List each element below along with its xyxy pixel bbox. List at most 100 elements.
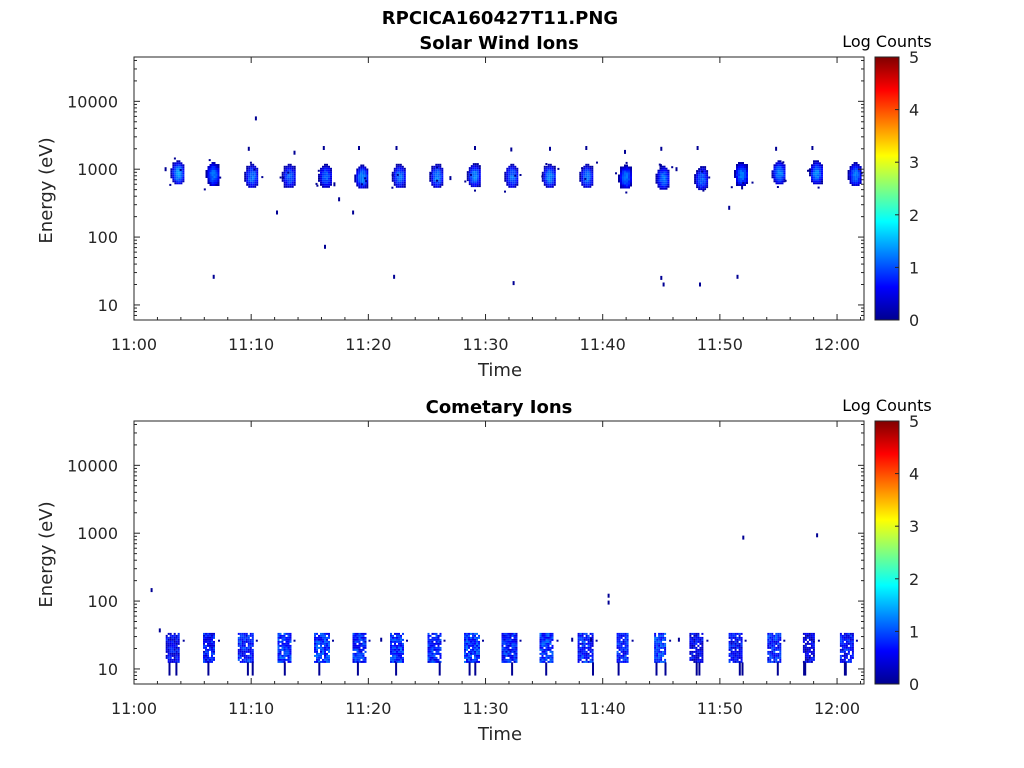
sw-blob-cell: [285, 179, 288, 182]
cometary-column-cell: [431, 660, 434, 663]
sw-blob-cell: [435, 183, 438, 186]
sw-blob-cell: [541, 171, 544, 174]
sw-blob-cell: [328, 177, 330, 180]
cometary-column-cell: [664, 632, 667, 635]
cometary-column-cell: [839, 656, 842, 659]
sw-blob-cell: [364, 178, 367, 181]
cometary-column-cell: [541, 644, 544, 647]
sw-blob-cell: [250, 177, 253, 180]
sw-blob-cell: [399, 173, 402, 176]
cometary-column-cell: [806, 658, 809, 661]
sw-blob-cell: [506, 171, 509, 174]
sw-blob-cell: [395, 183, 398, 186]
sw-blob-cell: [591, 179, 594, 182]
cometary-column-cell: [697, 644, 700, 647]
sw-blob-cell: [657, 177, 660, 180]
sw-blob-cell: [506, 169, 509, 172]
cometary-column-cell: [324, 632, 326, 635]
cometary-column-cell: [394, 636, 396, 639]
cometary-column-cell: [468, 652, 470, 655]
sw-blob-cell: [783, 164, 786, 167]
cometary-column-cell: [839, 658, 842, 661]
cometary-column-cell: [207, 648, 209, 651]
cometary-column-cell: [390, 644, 392, 647]
cometary-tail-cell: [207, 662, 210, 676]
cometary-column-cell: [279, 640, 282, 643]
sw-blob-cell: [696, 180, 699, 183]
cometary-column-cell: [767, 650, 770, 653]
cometary-column-cell: [689, 634, 692, 637]
sparse-count-dot: [150, 588, 153, 593]
cometary-column-cell: [769, 652, 772, 655]
sw-blob-cell: [478, 183, 481, 186]
sw-blob-cell: [320, 169, 322, 172]
sw-blob-cell: [283, 177, 286, 180]
sw-blob-cell: [665, 181, 668, 184]
cometary-column-cell: [664, 642, 667, 645]
cometary-column-cell: [730, 654, 733, 657]
sw-blob-cell: [773, 168, 776, 171]
sw-blob-cell: [587, 175, 590, 178]
sw-blob-cell: [211, 168, 214, 170]
cometary-column-cell: [390, 660, 392, 663]
sw-blob-cell: [252, 173, 255, 176]
sw-blob-cell: [859, 176, 862, 178]
cometary-column-cell: [513, 656, 516, 659]
sw-blob-cell: [811, 170, 813, 173]
sw-blob-cell: [211, 166, 214, 168]
sw-blob-cell: [209, 168, 212, 170]
cometary-column-cell: [662, 632, 665, 635]
sw-blob-cell: [360, 164, 363, 167]
sw-blob-cell: [395, 179, 398, 182]
sw-blob-cell: [553, 181, 556, 184]
cometary-column-cell: [577, 654, 580, 657]
sw-blob-cell: [250, 169, 253, 172]
sw-blob-cell: [468, 173, 471, 176]
cometary-column-cell: [583, 652, 586, 655]
cometary-column-cell: [779, 654, 782, 657]
sw-blob-cell: [256, 175, 259, 178]
cometary-column-cell: [505, 642, 508, 645]
cometary-column-cell: [364, 656, 367, 659]
sw-stray-cell: [702, 189, 705, 192]
cometary-column-cell: [213, 658, 215, 661]
sw-blob-cell: [441, 181, 444, 184]
cometary-column-cell: [213, 652, 215, 655]
sw-blob-cell: [744, 166, 746, 168]
cometary-column-cell: [851, 642, 854, 645]
sw-blob-cell: [512, 183, 515, 186]
cometary-column-cell: [507, 646, 510, 649]
cometary-column-cell: [169, 632, 172, 635]
sw-stray-cell: [708, 176, 711, 179]
cometary-column-cell: [579, 646, 582, 649]
colorbar-tick-label: 3: [909, 517, 919, 536]
colorbar-tick-label: 1: [909, 258, 919, 277]
cometary-column-cell: [239, 650, 242, 653]
cometary-column-cell: [577, 660, 580, 663]
sw-blob-cell: [543, 183, 546, 186]
sw-blob-cell: [583, 179, 586, 182]
sw-blob-cell: [215, 184, 218, 186]
sw-blob-cell: [354, 178, 357, 181]
sw-blob-cell: [704, 174, 707, 177]
sw-blob-cell: [626, 176, 628, 179]
sw-blob-cell: [476, 177, 479, 180]
cometary-column-cell: [616, 634, 619, 637]
sw-blob-cell: [815, 170, 817, 173]
sw-blob-cell: [624, 186, 626, 189]
cometary-column-cell: [509, 638, 512, 641]
cometary-column-cell: [591, 654, 594, 657]
cometary-column-cell: [205, 654, 207, 657]
sw-blob-cell: [811, 180, 813, 183]
sw-blob-cell: [700, 178, 703, 181]
cometary-column-cell: [241, 634, 244, 637]
sw-blob-cell: [217, 172, 220, 174]
sw-blob-cell: [474, 175, 477, 178]
y-axis-label: Energy (eV): [36, 137, 57, 243]
cometary-column-cell: [249, 656, 252, 659]
sw-blob-cell: [176, 172, 179, 175]
sw-blob-cell: [702, 182, 705, 185]
cometary-column-cell: [283, 632, 286, 635]
sw-blob-cell: [821, 180, 823, 183]
cometary-column-cell: [213, 648, 215, 651]
